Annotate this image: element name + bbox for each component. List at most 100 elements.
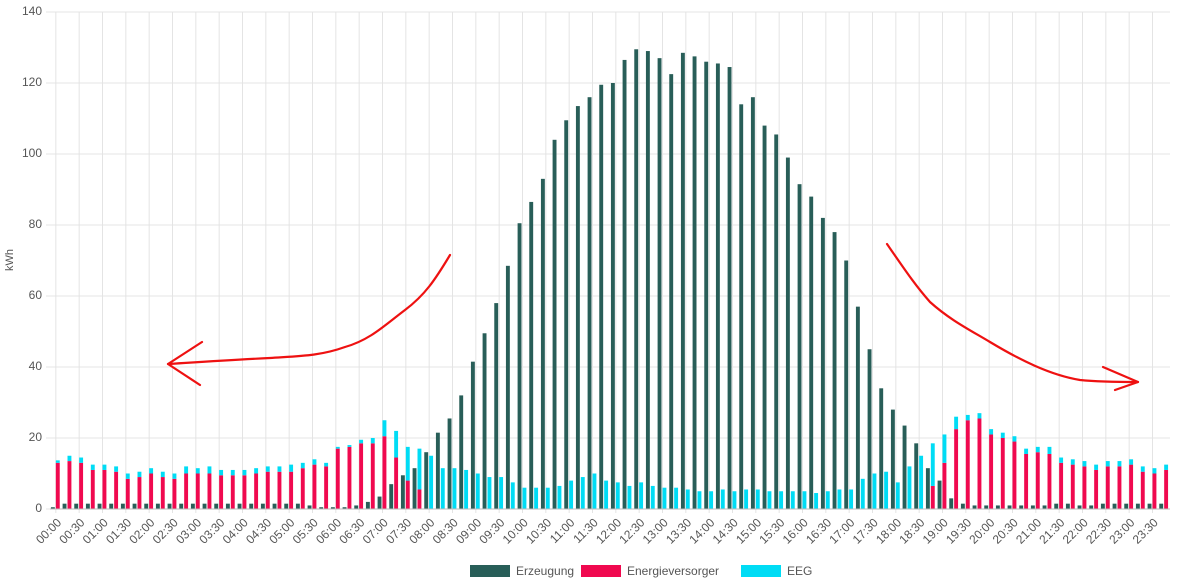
bar [872, 473, 877, 509]
arrow-right-head [1101, 365, 1140, 392]
bar [930, 485, 935, 509]
bar [1024, 453, 1029, 509]
bar [914, 443, 919, 509]
bar [125, 473, 130, 479]
bar [429, 455, 434, 509]
bar [260, 503, 265, 509]
bar [879, 388, 884, 509]
bar [499, 477, 504, 509]
bar [1100, 503, 1105, 509]
x-tick-label: 02:00 [126, 515, 157, 546]
x-tick-label: 08:30 [430, 515, 461, 546]
y-tick-label: 60 [29, 288, 43, 302]
bar [347, 445, 352, 447]
bar [580, 477, 585, 509]
bar [1089, 505, 1094, 509]
bar [102, 464, 107, 470]
bar [1012, 441, 1017, 509]
bar [1035, 446, 1040, 453]
bar [849, 489, 854, 509]
bar [342, 507, 347, 509]
bar [552, 139, 557, 510]
x-tick-label: 05:00 [266, 515, 297, 546]
bar [382, 420, 387, 437]
y-tick-label: 100 [22, 146, 42, 160]
bar [184, 473, 189, 509]
bar [79, 457, 84, 463]
bar [307, 505, 312, 509]
bar [937, 480, 942, 509]
x-tick-label: 23:00 [1106, 515, 1137, 546]
bar [557, 485, 562, 509]
bar [137, 477, 142, 509]
bar [1117, 461, 1122, 467]
bar [1070, 464, 1075, 509]
bar [102, 469, 107, 509]
bar [125, 478, 130, 509]
bar [1159, 503, 1164, 509]
bar [149, 468, 154, 474]
bar [324, 462, 329, 467]
bar [494, 303, 499, 509]
x-tick-label: 16:30 [803, 515, 834, 546]
x-tick-label: 01:00 [80, 515, 111, 546]
bar [330, 507, 335, 509]
x-tick-label: 11:00 [547, 515, 578, 546]
plot-area: 02040608010012014000:0000:3001:0001:3002… [22, 4, 1170, 547]
x-tick-label: 00:30 [56, 515, 87, 546]
bar [237, 503, 242, 509]
bar [779, 491, 784, 509]
bar [692, 56, 697, 509]
bar [1007, 505, 1012, 509]
bar [639, 482, 644, 509]
bar [895, 482, 900, 509]
bar [312, 464, 317, 509]
bar [459, 395, 464, 509]
bar [190, 503, 195, 509]
bar [214, 503, 219, 509]
legend-label: EEG [787, 564, 812, 578]
bar [62, 503, 67, 509]
x-tick-label: 19:30 [943, 515, 974, 546]
bar [335, 448, 340, 509]
bar [510, 482, 515, 509]
bar [1140, 471, 1145, 509]
legend-swatch [470, 565, 510, 577]
bar [300, 462, 305, 469]
bar [447, 418, 452, 509]
bar [144, 503, 149, 509]
x-tick-label: 03:30 [196, 515, 227, 546]
bar [529, 201, 534, 510]
legend-swatch [741, 565, 781, 577]
bar [762, 125, 767, 509]
arrow-left [166, 253, 452, 366]
bar [634, 49, 639, 510]
bar [797, 184, 802, 510]
bar [685, 489, 690, 509]
bar [727, 67, 732, 510]
bar [785, 157, 790, 510]
bar [1082, 466, 1087, 509]
bar [832, 232, 837, 509]
bar [627, 485, 632, 509]
bar [249, 503, 254, 509]
x-tick-label: 05:30 [290, 515, 321, 546]
bar [487, 477, 492, 509]
x-tick-label: 21:30 [1036, 515, 1067, 546]
bar [732, 491, 737, 509]
bar [1000, 438, 1005, 509]
bar [984, 505, 989, 509]
bar [890, 409, 895, 509]
bar [1059, 462, 1064, 509]
bar [1147, 503, 1152, 509]
bar [942, 462, 947, 509]
bar [592, 473, 597, 509]
bar [1035, 452, 1040, 509]
bar [907, 466, 912, 509]
legend: Erzeugung Energieversorger EEG [470, 564, 812, 578]
bar [207, 473, 212, 509]
bar [545, 487, 550, 509]
bar [942, 434, 947, 463]
bar [55, 460, 60, 463]
